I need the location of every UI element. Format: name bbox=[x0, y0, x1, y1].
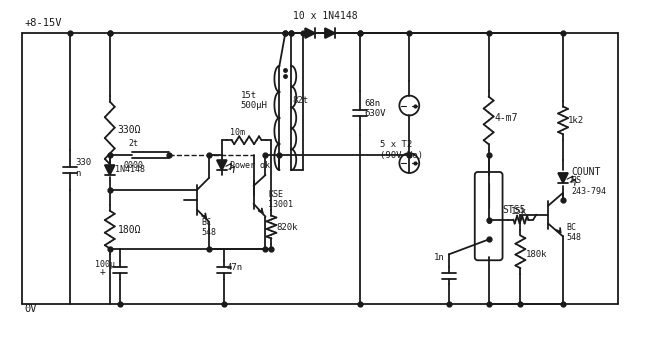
Text: BC
548: BC 548 bbox=[201, 218, 216, 237]
Text: 820k: 820k bbox=[277, 223, 298, 232]
Text: COUNT: COUNT bbox=[571, 167, 600, 177]
Text: 15t
500μH: 15t 500μH bbox=[240, 91, 268, 110]
Text: 1N4148: 1N4148 bbox=[115, 165, 145, 174]
Text: 330Ω: 330Ω bbox=[118, 125, 141, 135]
Text: RS
243-794: RS 243-794 bbox=[571, 176, 606, 196]
Text: 15k: 15k bbox=[511, 207, 527, 216]
Polygon shape bbox=[305, 28, 315, 38]
Text: 180Ω: 180Ω bbox=[118, 225, 141, 235]
Text: STS5: STS5 bbox=[503, 205, 526, 215]
Text: 0V: 0V bbox=[25, 304, 37, 314]
Polygon shape bbox=[558, 173, 568, 183]
Text: 0000: 0000 bbox=[124, 161, 144, 169]
Polygon shape bbox=[217, 160, 227, 170]
Text: +: + bbox=[100, 267, 106, 277]
Text: +8-15V: +8-15V bbox=[25, 18, 62, 28]
Text: 2t: 2t bbox=[128, 139, 139, 148]
Text: 10m: 10m bbox=[230, 128, 245, 137]
Text: 82t: 82t bbox=[292, 96, 308, 105]
Text: KSE
13001: KSE 13001 bbox=[268, 190, 294, 210]
Text: 5 x T2
(90V Ne): 5 x T2 (90V Ne) bbox=[380, 141, 422, 160]
Text: 180k: 180k bbox=[526, 250, 548, 259]
Polygon shape bbox=[105, 165, 115, 175]
Text: 330
n: 330 n bbox=[75, 158, 91, 178]
Text: 4-m7: 4-m7 bbox=[494, 114, 518, 123]
Text: Power ok: Power ok bbox=[230, 161, 270, 169]
Text: 1k2: 1k2 bbox=[568, 116, 584, 125]
Text: 100μ: 100μ bbox=[95, 260, 115, 269]
Text: BC
548: BC 548 bbox=[566, 223, 581, 242]
Text: 68n
630V: 68n 630V bbox=[365, 99, 386, 118]
Text: 47n: 47n bbox=[227, 263, 243, 272]
Text: 1n: 1n bbox=[434, 253, 445, 262]
Text: 10 x 1N4148: 10 x 1N4148 bbox=[293, 11, 357, 21]
Polygon shape bbox=[325, 28, 335, 38]
